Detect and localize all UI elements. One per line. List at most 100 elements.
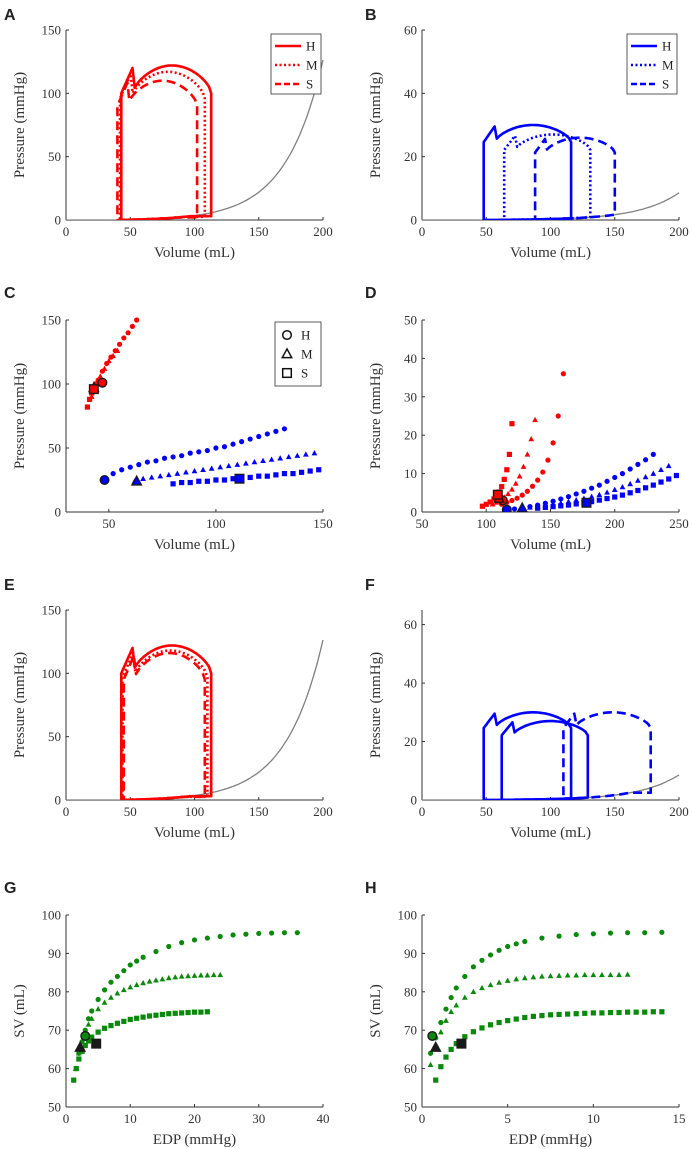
data-point <box>316 467 322 473</box>
highlight-marker-triangle <box>516 501 528 512</box>
data-point <box>95 1029 101 1035</box>
x-tick-label: 50 <box>102 516 115 531</box>
data-point <box>625 1009 631 1015</box>
data-point <box>650 482 656 488</box>
data-point <box>513 976 520 982</box>
data-point <box>234 461 241 467</box>
plot-area <box>84 317 322 487</box>
data-point <box>121 335 127 341</box>
data-point <box>509 421 515 427</box>
y-tick-label: 30 <box>404 389 417 404</box>
data-point <box>243 460 249 466</box>
x-axis-label: Volume (mL) <box>510 825 591 841</box>
data-point <box>136 462 142 468</box>
highlight-marker-square <box>88 384 99 395</box>
y-axis-label: SV (mL) <box>368 984 384 1037</box>
data-point <box>85 1021 92 1027</box>
data-point <box>539 935 545 941</box>
y-tick-label: 50 <box>48 729 61 744</box>
data-point <box>191 467 198 474</box>
data-point <box>590 931 596 937</box>
data-point <box>545 457 551 463</box>
data-point <box>487 1022 494 1028</box>
x-tick-label: 10 <box>124 1111 137 1126</box>
series-h-blue <box>504 451 656 512</box>
series-square <box>433 1009 665 1083</box>
data-point <box>607 930 614 936</box>
data-point <box>125 330 131 336</box>
x-tick-label: 5 <box>504 1111 511 1126</box>
data-point <box>146 978 153 984</box>
data-point <box>129 323 135 329</box>
data-point <box>530 1013 536 1019</box>
data-point <box>532 416 538 423</box>
data-point <box>230 441 236 447</box>
data-point <box>119 467 125 473</box>
edpvr-curve <box>422 192 680 220</box>
legend-label: M <box>301 347 313 362</box>
x-axis-label: EDP (mmHg) <box>153 1132 236 1148</box>
data-point <box>86 396 93 402</box>
plot-area <box>422 123 680 220</box>
data-point <box>134 1015 140 1021</box>
plot-area <box>427 929 665 1083</box>
legend-label: M <box>306 58 318 73</box>
y-tick-label: 0 <box>411 213 418 228</box>
data-point <box>479 1025 485 1031</box>
legend-label: S <box>306 77 313 92</box>
data-point <box>133 981 140 988</box>
highlight-marker-circle <box>97 377 108 388</box>
x-tick-label: 150 <box>605 804 625 819</box>
data-point <box>148 474 155 480</box>
y-tick-label: 150 <box>42 313 62 328</box>
data-point <box>281 471 288 477</box>
panel-h: H 0 5 10 15 50 60 70 80 90 100 EDP (mmHg) SV (mL) <box>365 880 686 1148</box>
data-point <box>519 492 525 498</box>
data-point <box>581 488 587 494</box>
data-point <box>565 494 572 500</box>
data-point <box>165 471 172 478</box>
data-point <box>438 1064 444 1070</box>
data-point <box>294 452 301 458</box>
x-tick-label: 50 <box>416 516 429 531</box>
data-point <box>564 972 571 978</box>
data-point <box>627 490 633 496</box>
data-point <box>256 473 262 479</box>
data-point <box>204 1009 210 1015</box>
data-point <box>260 457 266 464</box>
plot-area <box>479 371 680 512</box>
data-point <box>589 485 595 491</box>
data-point <box>635 477 641 483</box>
y-tick-label: 0 <box>55 793 62 808</box>
data-point <box>85 1038 92 1044</box>
x-tick-label: 150 <box>605 224 625 239</box>
pv-loop-s <box>116 79 199 220</box>
data-point <box>504 467 510 473</box>
legend-box <box>274 321 322 387</box>
data-point <box>521 974 528 981</box>
panel-letter: E <box>4 577 15 594</box>
data-point <box>140 954 146 960</box>
data-point <box>642 930 648 936</box>
data-point <box>191 937 198 943</box>
data-point <box>256 433 262 440</box>
data-point <box>204 972 211 978</box>
data-point <box>213 477 219 483</box>
data-point <box>487 981 494 988</box>
y-tick-label: 100 <box>42 908 62 923</box>
y-tick-label: 40 <box>404 351 417 366</box>
y-tick-label: 0 <box>411 793 418 808</box>
data-point <box>542 504 548 510</box>
x-tick-label: 200 <box>669 804 689 819</box>
data-point <box>504 977 511 983</box>
data-point <box>650 470 657 476</box>
x-tick-label: 250 <box>669 516 689 531</box>
data-point <box>230 932 236 938</box>
y-axis-label: Pressure (mmHg) <box>12 652 28 758</box>
legend: HMS <box>270 33 322 95</box>
highlight-marker-square <box>581 497 592 508</box>
y-tick-label: 80 <box>404 984 417 999</box>
data-point <box>140 1014 146 1020</box>
data-point <box>290 471 296 477</box>
data-point <box>153 1012 159 1018</box>
